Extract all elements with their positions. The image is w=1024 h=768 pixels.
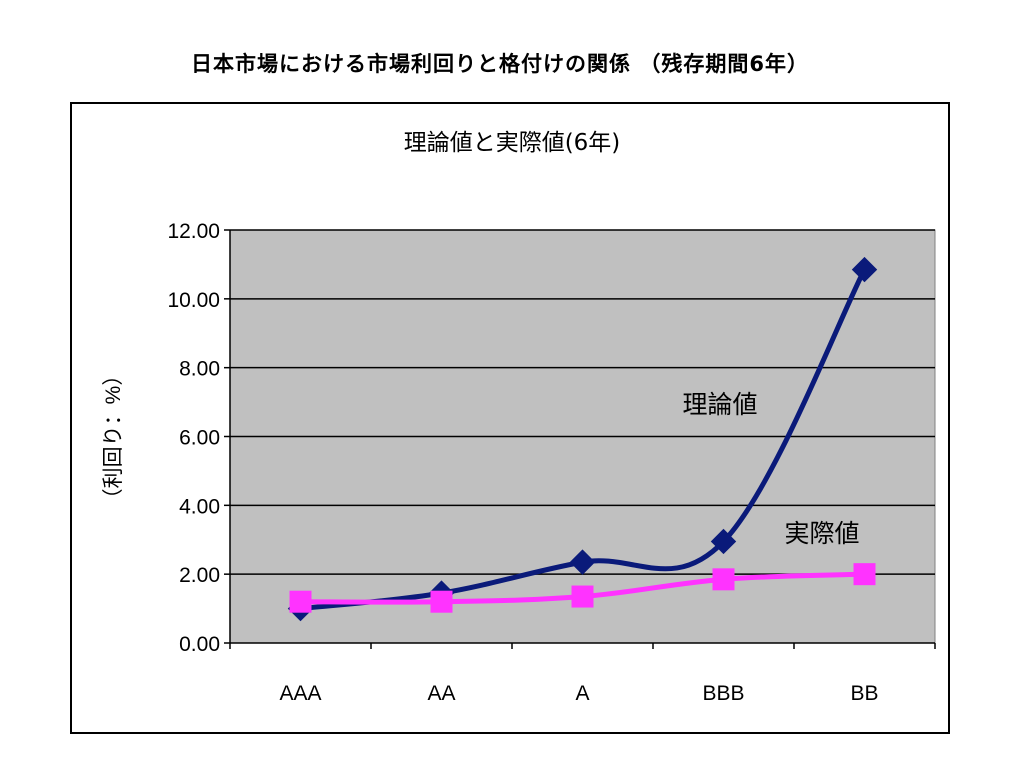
- data-point: [851, 256, 878, 283]
- y-tick-label: 12.00: [167, 220, 220, 243]
- x-tick-label: BB: [850, 682, 878, 705]
- x-tick-label: AA: [427, 682, 455, 705]
- annotation-theoretical: 理論値: [682, 390, 757, 419]
- data-point: [289, 590, 312, 613]
- y-tick-label: 6.00: [179, 427, 220, 450]
- data-point: [430, 590, 453, 613]
- annotation-actual: 実際値: [784, 519, 859, 548]
- data-point: [853, 563, 876, 586]
- series-line-0: [298, 267, 867, 612]
- data-point: [569, 549, 596, 575]
- data-point: [710, 528, 737, 555]
- data-point: [571, 585, 594, 608]
- data-point: [712, 568, 735, 591]
- y-axis-label: （利回り：%）: [102, 365, 125, 510]
- y-tick-labels: 0.00 2.00 4.00 6.00 8.00 10.00 12.00: [167, 220, 220, 656]
- y-tick-label: 0.00: [179, 633, 220, 656]
- x-tick-label: A: [575, 682, 589, 705]
- x-tick-label: AAA: [279, 682, 321, 705]
- y-tick-label: 2.00: [179, 564, 220, 587]
- x-tick-labels: AAA AA A BBB BB: [279, 682, 878, 705]
- y-tick-label: 8.00: [179, 358, 220, 381]
- series-markers: [287, 256, 878, 622]
- y-tick-label: 10.00: [167, 289, 220, 312]
- slide-title: 日本市場における市場利回りと格付けの関係 （残存期間6年）: [191, 52, 809, 76]
- chart-title: 理論値と実際値(6年): [404, 130, 621, 156]
- axes: [229, 230, 936, 649]
- y-tick-label: 4.00: [179, 495, 220, 518]
- x-tick-label: BBB: [702, 682, 744, 705]
